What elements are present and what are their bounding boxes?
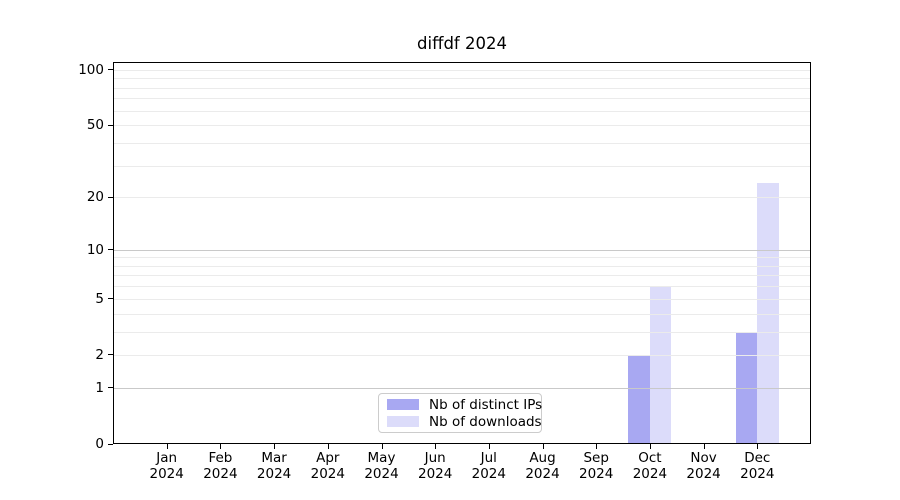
x-tick-label: May 2024 xyxy=(352,450,412,482)
x-tick-label: Oct 2024 xyxy=(620,450,680,482)
x-tick-label-month: May xyxy=(367,450,396,466)
x-tick-label-year: 2024 xyxy=(632,465,668,482)
x-tick-mark xyxy=(596,444,598,449)
gridline xyxy=(113,298,811,300)
legend-label-distinct-ips: Nb of distinct IPs xyxy=(429,396,543,413)
plot-area: Nb of distinct IPs Nb of downloads xyxy=(113,62,811,444)
y-tick-label: 100 xyxy=(78,61,104,78)
bar-downloads xyxy=(757,182,779,444)
gridline xyxy=(113,197,811,199)
x-tick-mark xyxy=(542,444,544,449)
x-tick-label-year: 2024 xyxy=(740,465,775,482)
x-tick-label-month: Oct xyxy=(638,450,662,466)
x-tick-label: Jan 2024 xyxy=(137,450,197,482)
x-tick-label-year: 2024 xyxy=(149,465,184,482)
x-tick-label: Mar 2024 xyxy=(244,450,304,482)
x-tick-label-year: 2024 xyxy=(310,465,345,482)
gridline xyxy=(113,142,811,144)
x-tick-label-month: Aug xyxy=(529,450,556,466)
legend: Nb of distinct IPs Nb of downloads xyxy=(378,393,542,433)
y-tick-label: 2 xyxy=(95,346,104,363)
x-tick-mark xyxy=(220,444,222,449)
x-tick-label-year: 2024 xyxy=(525,465,560,482)
gridline-major xyxy=(113,387,811,389)
x-tick-label-year: 2024 xyxy=(256,465,292,482)
x-tick-mark xyxy=(435,444,437,449)
x-tick-mark xyxy=(166,444,168,449)
gridline xyxy=(113,98,811,100)
x-tick-label-month: Feb xyxy=(208,450,233,466)
x-tick-label: Feb 2024 xyxy=(190,450,250,482)
y-tick-label: 10 xyxy=(86,241,104,258)
bar-distinct-ips xyxy=(628,354,650,444)
gridline-major xyxy=(113,249,811,251)
x-tick-label-year: 2024 xyxy=(203,465,238,482)
gridline xyxy=(113,165,811,167)
y-tick-mark xyxy=(108,249,113,250)
y-tick-mark xyxy=(108,354,113,356)
x-tick-label: Nov 2024 xyxy=(674,450,734,482)
gridline xyxy=(113,125,811,127)
y-tick-label: 5 xyxy=(95,290,104,307)
legend-row-distinct-ips: Nb of distinct IPs xyxy=(387,396,542,413)
y-tick-label: 1 xyxy=(95,379,104,396)
y-tick-mark xyxy=(108,69,113,71)
x-tick-mark xyxy=(488,444,490,449)
x-tick-label: Sep 2024 xyxy=(566,450,626,482)
y-tick-label: 50 xyxy=(86,117,104,134)
gridline xyxy=(113,313,811,315)
x-tick-label-year: 2024 xyxy=(686,465,721,482)
x-tick-label: Jun 2024 xyxy=(405,450,465,482)
y-tick-label: 0 xyxy=(95,436,104,452)
x-tick-mark xyxy=(703,444,705,449)
legend-label-downloads: Nb of downloads xyxy=(429,413,542,430)
axes-spines xyxy=(113,62,811,444)
gridline xyxy=(113,110,811,112)
x-tick-label: Jul 2024 xyxy=(459,450,519,482)
legend-row-downloads: Nb of downloads xyxy=(387,413,542,430)
x-tick-mark xyxy=(274,444,276,449)
x-tick-label-year: 2024 xyxy=(579,465,614,482)
legend-swatch-downloads xyxy=(387,416,419,427)
x-tick-label-year: 2024 xyxy=(471,465,506,482)
gridline xyxy=(113,87,811,89)
y-tick-mark xyxy=(108,443,113,445)
y-tick-mark xyxy=(108,298,113,300)
gridline xyxy=(113,275,811,277)
x-tick-label-month: Apr xyxy=(316,450,340,466)
chart-title: diffdf 2024 xyxy=(417,34,507,53)
gridline xyxy=(113,331,811,333)
x-tick-label-month: Nov xyxy=(690,450,717,466)
x-tick-label-month: Mar xyxy=(261,450,287,466)
x-tick-label-year: 2024 xyxy=(418,465,453,482)
x-tick-label-month: Jul xyxy=(480,450,497,466)
x-tick-label-month: Dec xyxy=(744,450,771,466)
x-tick-mark xyxy=(327,444,329,449)
gridline xyxy=(113,265,811,267)
gridline xyxy=(113,69,811,71)
x-tick-label-month: Jan xyxy=(156,450,178,466)
x-tick-label: Dec 2024 xyxy=(727,450,787,482)
y-tick-mark xyxy=(108,124,113,126)
bar-downloads xyxy=(649,286,672,444)
x-tick-label: Aug 2024 xyxy=(513,450,573,482)
x-tick-label-month: Sep xyxy=(583,450,609,466)
x-tick-label-year: 2024 xyxy=(364,465,399,482)
x-tick-label-month: Jun xyxy=(424,450,446,466)
x-tick-mark xyxy=(649,444,651,449)
gridline xyxy=(113,78,811,80)
y-tick-mark xyxy=(108,196,113,198)
y-tick-mark xyxy=(108,387,113,389)
x-tick-mark xyxy=(757,444,759,449)
gridline xyxy=(113,257,811,259)
gridline xyxy=(113,286,811,288)
x-tick-mark xyxy=(381,444,383,449)
gridline xyxy=(113,354,811,356)
legend-swatch-distinct-ips xyxy=(387,399,419,410)
x-tick-label: Apr 2024 xyxy=(298,450,358,482)
y-tick-label: 20 xyxy=(86,189,104,206)
